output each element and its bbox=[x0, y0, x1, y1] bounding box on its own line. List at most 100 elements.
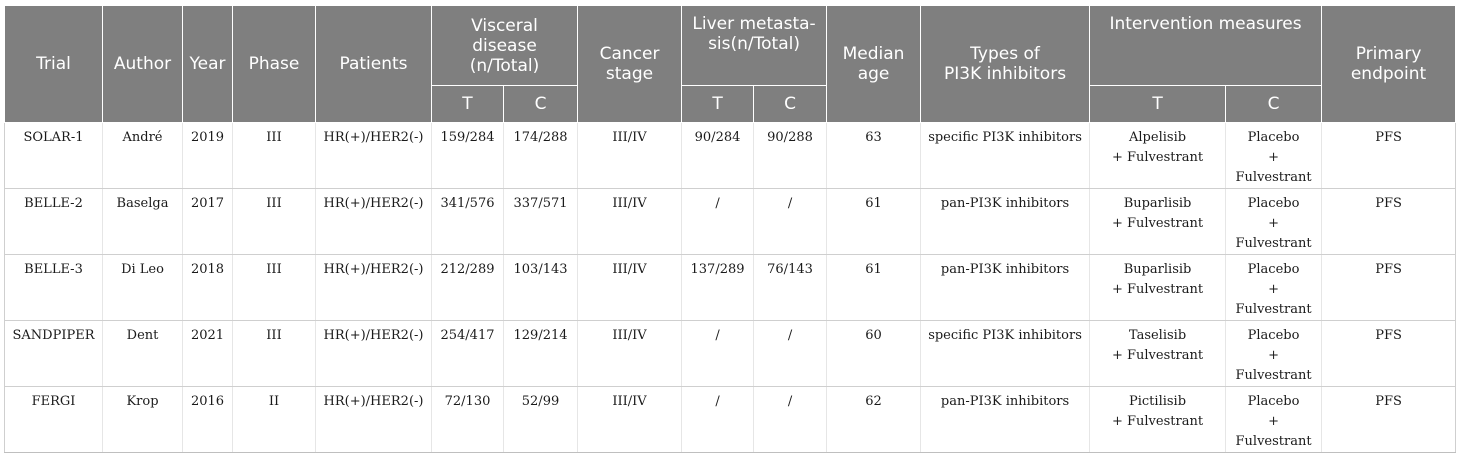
intervention-t-drug: Buparlisib bbox=[1123, 262, 1192, 277]
header-median-age-line1: Median bbox=[842, 44, 905, 64]
cell-visceral-c: 52/99 bbox=[502, 386, 579, 453]
intervention-c-drug: Placebo bbox=[1247, 394, 1300, 409]
header-patients: Patients bbox=[315, 5, 432, 123]
intervention-c-drug: Placebo bbox=[1247, 328, 1300, 343]
header-trial: Trial bbox=[4, 5, 103, 123]
cell-intervention-c: Placebo + Fulvestrant bbox=[1225, 386, 1323, 453]
cell-intervention-t: Buparlisib + Fulvestrant bbox=[1089, 254, 1227, 321]
cell-primary-endpoint: PFS bbox=[1321, 320, 1457, 387]
cell-liver-t: / bbox=[681, 386, 755, 453]
cell-year: 2021 bbox=[182, 320, 233, 387]
intervention-c-combo: + Fulvestrant bbox=[1235, 348, 1312, 383]
table-row: BELLE-2 Baselga 2017 III HR(+)/HER2(-) 3… bbox=[4, 188, 1457, 255]
cell-visceral-c: 337/571 bbox=[502, 188, 579, 255]
cell-phase: II bbox=[232, 386, 316, 453]
cell-trial: BELLE-2 bbox=[4, 188, 103, 255]
cell-visceral-c: 174/288 bbox=[502, 122, 579, 189]
table-row: SANDPIPER Dent 2021 III HR(+)/HER2(-) 25… bbox=[4, 320, 1457, 387]
header-primary-endpoint-line2: endpoint bbox=[1350, 64, 1427, 84]
table-row: FERGI Krop 2016 II HR(+)/HER2(-) 72/130 … bbox=[4, 386, 1457, 453]
header-liver-line1: Liver metasta- bbox=[692, 14, 816, 34]
trials-table: Trial Author Year Phase Patients Viscera… bbox=[4, 5, 1457, 453]
cell-pi3k-type: pan-PI3K inhibitors bbox=[920, 188, 1091, 255]
cell-pi3k-type: pan-PI3K inhibitors bbox=[920, 254, 1091, 321]
header-phase: Phase bbox=[232, 5, 316, 123]
cell-pi3k-type: specific PI3K inhibitors bbox=[920, 122, 1091, 189]
cell-patients: HR(+)/HER2(-) bbox=[315, 122, 432, 189]
intervention-c-drug: Placebo bbox=[1247, 130, 1300, 145]
header-visceral-line3: (n/Total) bbox=[469, 55, 540, 76]
cell-trial: SANDPIPER bbox=[4, 320, 103, 387]
cell-patients: HR(+)/HER2(-) bbox=[315, 188, 432, 255]
cell-visceral-t: 341/576 bbox=[431, 188, 504, 255]
cell-cancer-stage: III/IV bbox=[577, 122, 683, 189]
cell-cancer-stage: III/IV bbox=[577, 386, 683, 453]
intervention-t-drug: Buparlisib bbox=[1123, 196, 1192, 211]
cell-liver-t: 137/289 bbox=[681, 254, 755, 321]
intervention-t-drug: Taselisib bbox=[1128, 328, 1187, 343]
header-liver-t: T bbox=[681, 85, 755, 123]
header-visceral-line1: Visceral bbox=[471, 15, 538, 36]
intervention-c-drug: Placebo bbox=[1247, 262, 1300, 277]
cell-patients: HR(+)/HER2(-) bbox=[315, 320, 432, 387]
cell-trial: SOLAR-1 bbox=[4, 122, 103, 189]
cell-visceral-t: 212/289 bbox=[431, 254, 504, 321]
intervention-t-drug: Pictilisib bbox=[1129, 394, 1187, 409]
cell-intervention-t: Pictilisib + Fulvestrant bbox=[1089, 386, 1227, 453]
cell-primary-endpoint: PFS bbox=[1321, 188, 1457, 255]
header-pi3k-types: Types of PI3K inhibitors bbox=[920, 5, 1091, 123]
cell-author: Dent bbox=[102, 320, 183, 387]
cell-liver-t: / bbox=[681, 188, 755, 255]
header-visceral-t: T bbox=[431, 85, 504, 123]
intervention-t-combo: + Fulvestrant bbox=[1111, 150, 1204, 165]
cell-median-age: 60 bbox=[826, 320, 922, 387]
cell-trial: BELLE-3 bbox=[4, 254, 103, 321]
intervention-t-combo: + Fulvestrant bbox=[1111, 282, 1204, 297]
table-row: BELLE-3 Di Leo 2018 III HR(+)/HER2(-) 21… bbox=[4, 254, 1457, 321]
cell-author: Di Leo bbox=[102, 254, 183, 321]
intervention-c-combo: + Fulvestrant bbox=[1235, 282, 1312, 317]
header-visceral-disease: Visceral disease (n/Total) bbox=[430, 5, 579, 86]
header-intervention-t: T bbox=[1089, 85, 1227, 123]
cell-patients: HR(+)/HER2(-) bbox=[315, 254, 432, 321]
intervention-c-combo: + Fulvestrant bbox=[1235, 216, 1312, 251]
intervention-c-combo: + Fulvestrant bbox=[1235, 414, 1312, 449]
header-pi3k-types-line1: Types of bbox=[970, 44, 1040, 64]
intervention-t-drug: Alpelisib bbox=[1129, 130, 1187, 145]
intervention-c-combo: + Fulvestrant bbox=[1235, 150, 1312, 185]
cell-phase: III bbox=[232, 254, 316, 321]
cell-liver-c: / bbox=[753, 188, 828, 255]
cell-cancer-stage: III/IV bbox=[577, 320, 683, 387]
cell-primary-endpoint: PFS bbox=[1321, 254, 1457, 321]
header-author: Author bbox=[102, 5, 183, 123]
trials-table-container: Trial Author Year Phase Patients Viscera… bbox=[4, 5, 1457, 453]
cell-median-age: 61 bbox=[826, 188, 922, 255]
header-visceral-line2: disease bbox=[472, 35, 537, 56]
cell-median-age: 63 bbox=[826, 122, 922, 189]
cell-intervention-c: Placebo + Fulvestrant bbox=[1225, 320, 1323, 387]
header-median-age: Median age bbox=[826, 5, 922, 123]
cell-intervention-t: Buparlisib + Fulvestrant bbox=[1089, 188, 1227, 255]
cell-intervention-t: Taselisib + Fulvestrant bbox=[1089, 320, 1227, 387]
cell-cancer-stage: III/IV bbox=[577, 188, 683, 255]
table-row: SOLAR-1 André 2019 III HR(+)/HER2(-) 159… bbox=[4, 122, 1457, 189]
cell-liver-t: 90/284 bbox=[681, 122, 755, 189]
cell-intervention-c: Placebo + Fulvestrant bbox=[1225, 254, 1323, 321]
cell-median-age: 61 bbox=[826, 254, 922, 321]
cell-liver-c: / bbox=[753, 320, 828, 387]
header-visceral-c: C bbox=[502, 85, 579, 123]
header-intervention-c: C bbox=[1225, 85, 1323, 123]
cell-phase: III bbox=[232, 320, 316, 387]
header-median-age-line2: age bbox=[857, 64, 890, 84]
cell-primary-endpoint: PFS bbox=[1321, 122, 1457, 189]
cell-liver-t: / bbox=[681, 320, 755, 387]
cell-visceral-c: 129/214 bbox=[502, 320, 579, 387]
cell-year: 2017 bbox=[182, 188, 233, 255]
cell-visceral-t: 254/417 bbox=[431, 320, 504, 387]
cell-author: Krop bbox=[102, 386, 183, 453]
cell-visceral-t: 72/130 bbox=[431, 386, 504, 453]
cell-primary-endpoint: PFS bbox=[1321, 386, 1457, 453]
cell-liver-c: 76/143 bbox=[753, 254, 828, 321]
header-year: Year bbox=[182, 5, 233, 123]
cell-visceral-t: 159/284 bbox=[431, 122, 504, 189]
